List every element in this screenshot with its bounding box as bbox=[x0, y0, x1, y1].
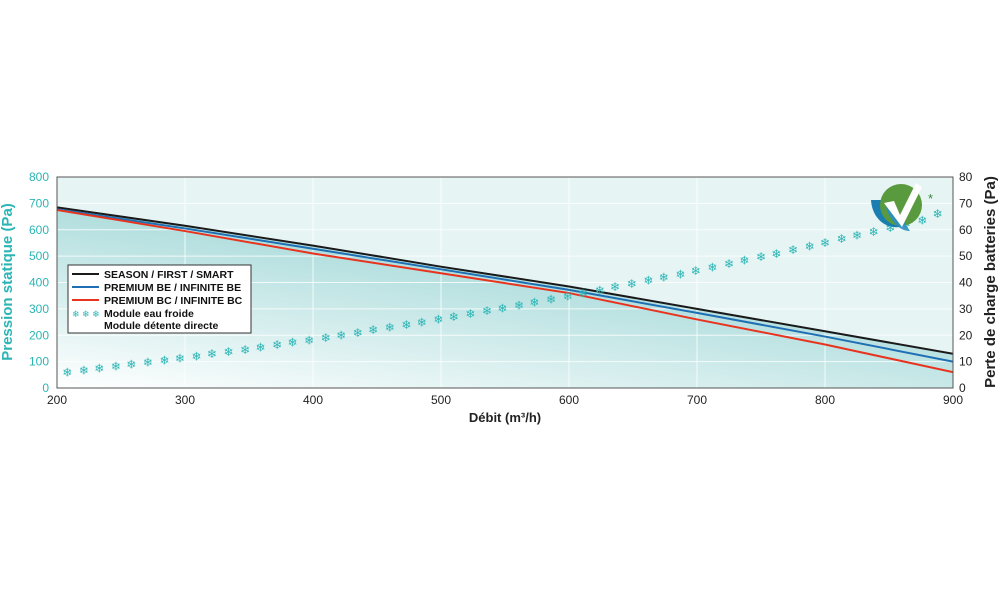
x-axis-label: Débit (m³/h) bbox=[469, 410, 541, 425]
snowflake-icon: ❄ bbox=[62, 365, 72, 379]
legend-label-season: SEASON / FIRST / SMART bbox=[104, 269, 234, 281]
x-tick-label: 500 bbox=[431, 393, 451, 407]
snowflake-icon: ❄ bbox=[353, 326, 363, 340]
snowflake-icon: ❄ bbox=[175, 351, 185, 365]
snowflake-icon: ❄ bbox=[321, 331, 331, 345]
snowflake-icon: ❄ bbox=[885, 221, 895, 235]
snowflake-icon: ❄ bbox=[771, 247, 781, 261]
x-tick-label: 600 bbox=[559, 393, 579, 407]
y-tick-label: 600 bbox=[29, 223, 49, 237]
snowflake-icon: ❄ bbox=[643, 274, 653, 288]
snowflake-icon: ❄ bbox=[546, 292, 556, 306]
snowflake-icon: ❄ bbox=[385, 321, 395, 335]
snowflake-icon: ❄ bbox=[788, 243, 798, 257]
y2-tick-label: 20 bbox=[959, 328, 973, 342]
snowflake-icon: ❄ bbox=[675, 267, 685, 281]
snowflake-icon: ❄ bbox=[837, 232, 847, 246]
y-tick-label: 400 bbox=[29, 276, 49, 290]
y2-tick-label: 70 bbox=[959, 196, 973, 210]
snowflake-icon: ❄ bbox=[529, 296, 539, 310]
snowflake-icon: ❄ bbox=[368, 323, 378, 337]
logo-asterisk: * bbox=[928, 191, 933, 206]
snowflake-icon: ❄ bbox=[304, 333, 314, 347]
snowflake-icon: ❄ bbox=[691, 264, 701, 278]
legend-snowflake-icon: ❄ ❄ ❄ bbox=[72, 309, 100, 319]
snowflake-icon: ❄ bbox=[820, 236, 830, 250]
x-tick-label: 400 bbox=[303, 393, 323, 407]
snowflake-icon: ❄ bbox=[610, 280, 620, 294]
x-tick-label: 900 bbox=[943, 393, 963, 407]
snowflake-icon: ❄ bbox=[852, 229, 862, 243]
snowflake-icon: ❄ bbox=[79, 363, 89, 377]
y-tick-label: 800 bbox=[29, 170, 49, 184]
snowflake-icon: ❄ bbox=[223, 345, 233, 359]
legend-label-premium-be: PREMIUM BE / INFINITE BE bbox=[104, 282, 241, 294]
snowflake-icon: ❄ bbox=[255, 340, 265, 354]
area-fade bbox=[57, 207, 953, 388]
y2-tick-label: 60 bbox=[959, 223, 973, 237]
x-tick-label: 800 bbox=[815, 393, 835, 407]
y-tick-label: 300 bbox=[29, 302, 49, 316]
snowflake-icon: ❄ bbox=[143, 356, 153, 370]
snowflake-icon: ❄ bbox=[595, 283, 605, 297]
snowflake-icon: ❄ bbox=[240, 343, 250, 357]
snowflake-icon: ❄ bbox=[191, 349, 201, 363]
snowflake-icon: ❄ bbox=[497, 301, 507, 315]
y2-tick-label: 80 bbox=[959, 170, 973, 184]
snowflake-icon: ❄ bbox=[627, 277, 637, 291]
legend-label-module-eau: Module eau froide bbox=[104, 308, 194, 320]
y-tick-label: 100 bbox=[29, 355, 49, 369]
snowflake-icon: ❄ bbox=[707, 260, 717, 274]
snowflake-icon: ❄ bbox=[417, 315, 427, 329]
snowflake-icon: ❄ bbox=[482, 304, 492, 318]
snowflake-icon: ❄ bbox=[869, 225, 879, 239]
snowflake-icon: ❄ bbox=[724, 257, 734, 271]
y2-tick-label: 50 bbox=[959, 249, 973, 263]
snowflake-icon: ❄ bbox=[94, 361, 104, 375]
series-line-1 bbox=[57, 208, 953, 363]
snowflake-icon: ❄ bbox=[111, 360, 121, 374]
x-tick-label: 300 bbox=[175, 393, 195, 407]
legend-label-premium-bc: PREMIUM BC / INFINITE BC bbox=[104, 295, 243, 307]
y2-tick-label: 30 bbox=[959, 302, 973, 316]
legend: SEASON / FIRST / SMART PREMIUM BE / INFI… bbox=[67, 264, 252, 334]
x-tick-label: 200 bbox=[47, 393, 67, 407]
snowflake-icon: ❄ bbox=[917, 213, 927, 227]
y-tick-label: 0 bbox=[42, 381, 49, 395]
x-tick-label: 700 bbox=[687, 393, 707, 407]
snowflake-icon: ❄ bbox=[805, 240, 815, 254]
snowflake-icon: ❄ bbox=[659, 270, 669, 284]
y2-tick-label: 0 bbox=[959, 381, 966, 395]
plot-frame bbox=[56, 176, 954, 389]
snowflake-icon: ❄ bbox=[272, 338, 282, 352]
y-axis-label: Pression statique (Pa) bbox=[0, 203, 16, 361]
snowflake-icon: ❄ bbox=[756, 250, 766, 264]
snowflake-icon: ❄ bbox=[336, 328, 346, 342]
y2-tick-label: 10 bbox=[959, 355, 973, 369]
y-tick-label: 700 bbox=[29, 196, 49, 210]
y-tick-label: 500 bbox=[29, 249, 49, 263]
snowflake-icon: ❄ bbox=[563, 289, 573, 303]
snowflake-icon: ❄ bbox=[514, 298, 524, 312]
checkmark-logo-icon: * bbox=[871, 183, 933, 231]
legend-label-module-detente: Module détente directe bbox=[104, 320, 219, 332]
snowflake-icon: ❄ bbox=[159, 354, 169, 368]
series-line-0 bbox=[57, 206, 953, 355]
snowflake-icon: ❄ bbox=[449, 310, 459, 324]
snowflake-icon: ❄ bbox=[465, 307, 475, 321]
y-tick-label: 200 bbox=[29, 328, 49, 342]
snowflake-icon: ❄ bbox=[401, 318, 411, 332]
snowflake-icon: ❄ bbox=[126, 358, 136, 372]
y2-tick-label: 40 bbox=[959, 276, 973, 290]
snowflake-icon: ❄ bbox=[578, 286, 588, 300]
series-line-2 bbox=[57, 208, 953, 374]
snowflake-icon: ❄ bbox=[207, 347, 217, 361]
snowflake-icon: ❄ bbox=[933, 207, 943, 221]
snowflake-icon: ❄ bbox=[433, 313, 443, 327]
snowflake-icon: ❄ bbox=[287, 336, 297, 350]
snowflake-icon: ❄ bbox=[739, 254, 749, 268]
y2-axis-label: Perte de charge batteries (Pa) bbox=[982, 176, 999, 388]
